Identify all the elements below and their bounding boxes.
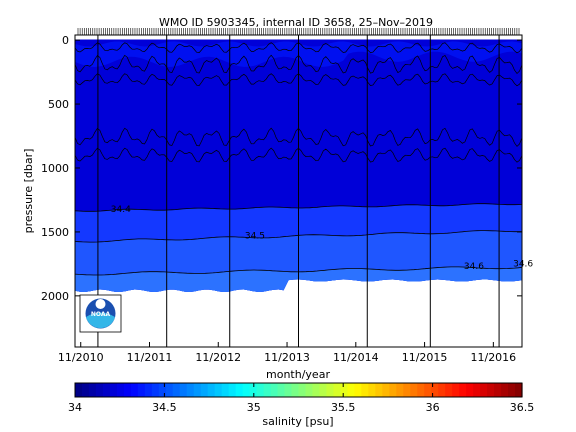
y-tick-label: 1000: [41, 162, 69, 175]
colorbar-segment: [277, 383, 286, 397]
colorbar-segment: [151, 383, 160, 397]
colorbar-segment: [207, 383, 216, 397]
colorbar-segment: [396, 383, 404, 397]
colorbar-segment: [410, 383, 418, 397]
contour-label: 34.6: [464, 262, 484, 272]
colorbar-segment: [417, 383, 425, 397]
colorbar-segment: [256, 383, 265, 397]
colorbar-segment: [242, 383, 251, 397]
colorbar-segment: [88, 383, 97, 397]
colorbar-label: salinity [psu]: [262, 415, 333, 428]
colorbar-segment: [494, 383, 502, 397]
colorbar-segment: [95, 383, 104, 397]
colorbar-segment: [221, 383, 230, 397]
x-tick-label: 11/2011: [127, 351, 173, 364]
y-tick-label: 500: [48, 98, 69, 111]
colorbar: 34 34.5 35 35.5 36 36.5: [68, 382, 535, 414]
colorbar-segment: [459, 383, 467, 397]
colorbar-segment: [284, 383, 293, 397]
colorbar-segment: [102, 383, 111, 397]
colorbar-segment: [186, 383, 195, 397]
colorbar-segment: [354, 383, 362, 397]
colorbar-segment: [480, 383, 488, 397]
x-axis-label: month/year: [266, 368, 330, 381]
colorbar-segment: [326, 383, 335, 397]
y-tick-label: 0: [62, 34, 69, 47]
y-tick-label: 1500: [41, 226, 69, 239]
colorbar-segment: [361, 383, 369, 397]
chart-title: WMO ID 5903345, internal ID 3658, 25–Nov…: [159, 16, 433, 29]
colorbar-segment: [473, 383, 481, 397]
colorbar-segment: [200, 383, 209, 397]
contour-label: 34.5: [245, 231, 265, 241]
colorbar-segment: [193, 383, 202, 397]
colorbar-segment: [487, 383, 495, 397]
colorbar-segment: [319, 383, 328, 397]
colorbar-segment: [431, 383, 439, 397]
colorbar-segment: [424, 383, 432, 397]
colorbar-segment: [389, 383, 397, 397]
colorbar-segment: [466, 383, 474, 397]
colorbar-segment: [508, 383, 516, 397]
logo-text: NOAA: [91, 311, 111, 318]
colorbar-segment: [382, 383, 390, 397]
colorbar-segment: [81, 383, 90, 397]
colorbar-segment: [347, 383, 355, 397]
y-tick-label: 2000: [41, 290, 69, 303]
logo-gull: [95, 299, 106, 309]
colorbar-segment: [123, 383, 132, 397]
colorbar-segment: [165, 383, 174, 397]
colorbar-segment: [179, 383, 188, 397]
colorbar-segment: [263, 383, 272, 397]
y-axis-label: pressure [dbar]: [22, 149, 35, 234]
colorbar-segment: [438, 383, 446, 397]
noaa-logo: NOAA: [79, 294, 122, 333]
colorbar-segment: [340, 383, 348, 397]
colorbar-segment: [305, 383, 314, 397]
colorbar-segment: [228, 383, 237, 397]
colorbar-segment: [137, 383, 146, 397]
colorbar-segment: [172, 383, 181, 397]
colorbar-segment: [75, 383, 83, 397]
colorbar-segment: [130, 383, 139, 397]
colorbar-segment: [214, 383, 223, 397]
x-tick-label: 11/2014: [333, 351, 379, 364]
colorbar-tick-label: 34.5: [152, 401, 177, 414]
colorbar-segment: [109, 383, 118, 397]
colorbar-segment: [298, 383, 307, 397]
x-tick-label: 11/2016: [470, 351, 516, 364]
colorbar-segment: [235, 383, 244, 397]
colorbar-segment: [291, 383, 300, 397]
colorbar-segment: [452, 383, 460, 397]
x-tick-label: 11/2015: [402, 351, 448, 364]
plot-area: 34.4 34.5 34.6 34.6 0 500 1000 1500 2000 11/2010 1…: [41, 28, 533, 364]
x-tick-label: 11/2013: [264, 351, 310, 364]
colorbar-tick-label: 36: [426, 401, 440, 414]
colorbar-segment: [333, 383, 341, 397]
colorbar-segment: [116, 383, 125, 397]
logo-wave: [86, 312, 115, 329]
colorbar-frame: [74, 382, 523, 398]
colorbar-segment: [270, 383, 279, 397]
contour-label: 34.4: [111, 205, 131, 215]
colorbar-tick-label: 36.5: [510, 401, 535, 414]
colorbar-segment: [445, 383, 453, 397]
colorbar-segment: [515, 383, 523, 397]
contour-label: 34.6: [513, 259, 533, 269]
colorbar-segment: [312, 383, 321, 397]
colorbar-segment: [249, 383, 258, 397]
colorbar-segment: [368, 383, 376, 397]
colorbar-tick-label: 34: [68, 401, 82, 414]
colorbar-tick-label: 35.5: [331, 401, 356, 414]
colorbar-segment: [375, 383, 383, 397]
axes-frame: [74, 34, 523, 348]
colorbar-segment: [403, 383, 411, 397]
colorbar-tick-label: 35: [247, 401, 261, 414]
x-tick-label: 11/2010: [58, 351, 104, 364]
colorbar-segment: [144, 383, 153, 397]
colorbar-segment: [501, 383, 509, 397]
colorbar-segment: [158, 383, 167, 397]
x-tick-label: 11/2012: [195, 351, 241, 364]
